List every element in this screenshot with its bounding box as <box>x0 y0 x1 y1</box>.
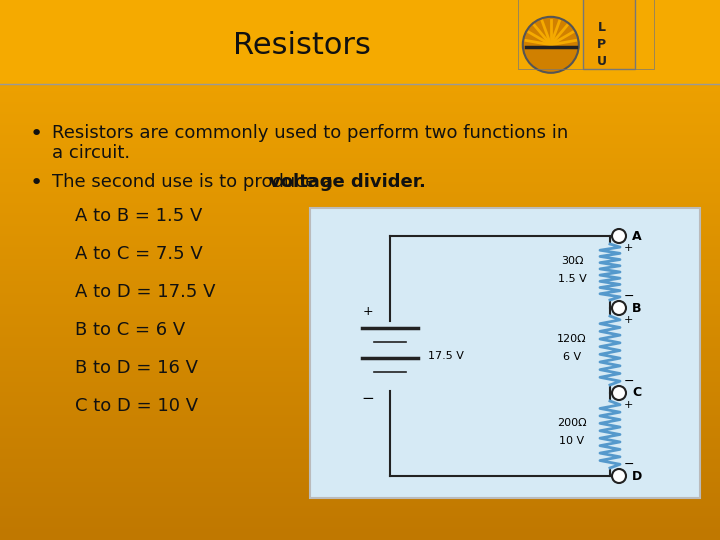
Circle shape <box>612 386 626 400</box>
Text: voltage divider.: voltage divider. <box>269 173 426 191</box>
Text: 1.5 V: 1.5 V <box>557 274 586 284</box>
Text: −: − <box>361 391 374 406</box>
Text: +: + <box>624 315 634 325</box>
Text: 30Ω: 30Ω <box>561 256 583 266</box>
Text: +: + <box>363 305 373 318</box>
Text: +: + <box>624 400 634 410</box>
Text: +: + <box>624 243 634 253</box>
Text: −: − <box>624 375 634 388</box>
Text: L
P
U: L P U <box>597 21 607 68</box>
Text: 17.5 V: 17.5 V <box>428 351 464 361</box>
Text: −: − <box>624 457 634 470</box>
Text: B: B <box>632 301 642 314</box>
Circle shape <box>612 469 626 483</box>
Text: A to B = 1.5 V: A to B = 1.5 V <box>75 207 202 225</box>
Text: •: • <box>30 124 43 144</box>
Bar <box>310 208 700 498</box>
Text: D: D <box>632 469 642 483</box>
Text: B to C = 6 V: B to C = 6 V <box>75 321 185 339</box>
Text: B to D = 16 V: B to D = 16 V <box>75 359 198 377</box>
Text: 10 V: 10 V <box>559 436 585 447</box>
Text: Resistors are commonly used to perform two functions in: Resistors are commonly used to perform t… <box>52 124 568 142</box>
Text: •: • <box>30 173 43 193</box>
Circle shape <box>612 301 626 315</box>
Text: 120Ω: 120Ω <box>557 334 587 345</box>
Text: 6 V: 6 V <box>563 353 581 362</box>
Text: 200Ω: 200Ω <box>557 418 587 429</box>
Text: −: − <box>624 289 634 302</box>
Text: C to D = 10 V: C to D = 10 V <box>75 397 198 415</box>
Text: C: C <box>632 387 641 400</box>
Bar <box>0 0 720 84</box>
Text: Resistors: Resistors <box>233 31 372 60</box>
Text: The second use is to produce a: The second use is to produce a <box>52 173 339 191</box>
Text: a circuit.: a circuit. <box>52 144 130 162</box>
Text: A: A <box>632 230 642 242</box>
Text: A to D = 17.5 V: A to D = 17.5 V <box>75 283 215 301</box>
Bar <box>583 0 635 69</box>
Text: A to C = 7.5 V: A to C = 7.5 V <box>75 245 203 263</box>
Bar <box>518 0 654 69</box>
Circle shape <box>612 229 626 243</box>
Circle shape <box>523 17 579 73</box>
